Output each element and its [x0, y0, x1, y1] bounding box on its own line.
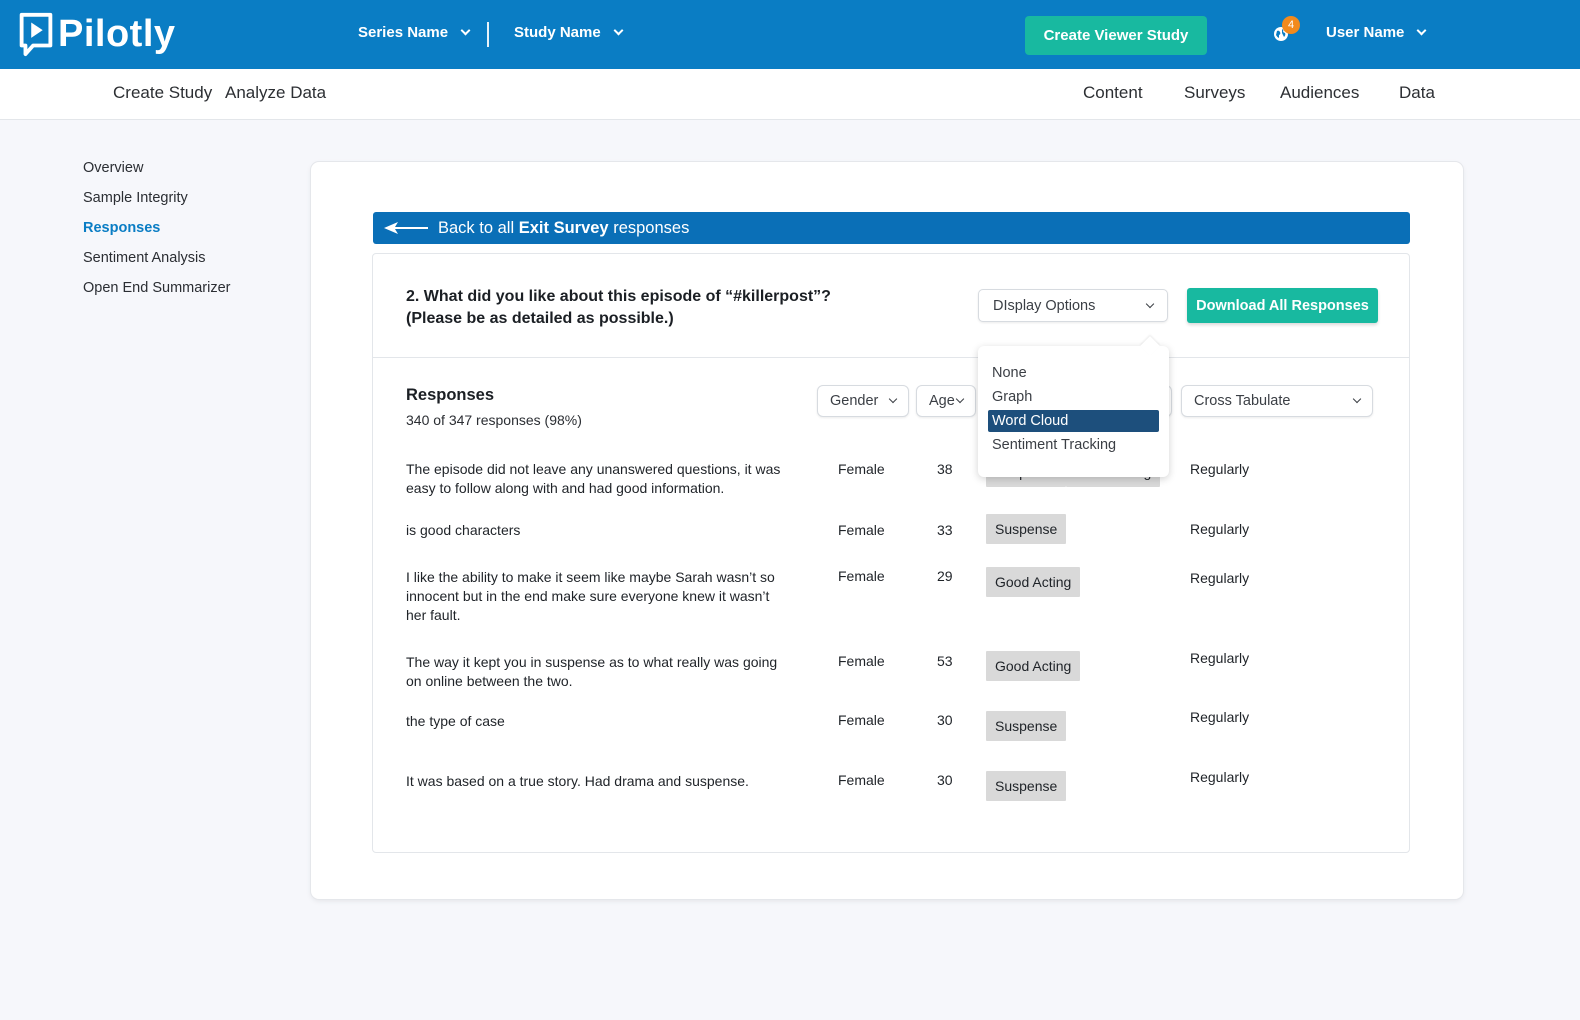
- back-survey-name: Exit Survey: [518, 218, 609, 237]
- create-viewer-study-button[interactable]: Create Viewer Study: [1025, 16, 1207, 55]
- chevron-down-icon: [613, 25, 624, 36]
- response-frequency: Regularly: [1190, 521, 1250, 537]
- sidenav-item-sentiment-analysis[interactable]: Sentiment Analysis: [83, 250, 206, 266]
- response-text: The episode did not leave any unanswered…: [406, 461, 781, 496]
- download-all-responses-button[interactable]: Download All Responses: [1187, 288, 1378, 323]
- nav-data[interactable]: Data: [1399, 83, 1435, 102]
- response-gender: Female: [838, 461, 885, 477]
- cross-tabulate-select[interactable]: Cross Tabulate: [1181, 385, 1373, 417]
- response-age: 53: [937, 653, 953, 669]
- arrow-left-icon: [384, 222, 428, 234]
- response-age: 33: [937, 522, 953, 538]
- option-sentiment-tracking[interactable]: Sentiment Tracking: [992, 437, 1117, 453]
- back-suffix: responses: [613, 218, 690, 237]
- question-line-2: (Please be as detailed as possible.): [406, 310, 674, 327]
- chevron-down-icon: [1416, 25, 1427, 36]
- question-line-1: 2. What did you like about this episode …: [406, 288, 831, 305]
- back-to-responses-bar[interactable]: Back to all Exit Survey responses: [373, 212, 1410, 244]
- chevron-down-icon: [460, 25, 471, 36]
- chevron-down-icon: [1352, 394, 1362, 404]
- response-gender: Female: [838, 772, 885, 788]
- nav-analyze-data[interactable]: Analyze Data: [225, 83, 327, 102]
- nav-surveys[interactable]: Surveys: [1184, 83, 1246, 102]
- response-age: 30: [937, 772, 953, 788]
- notification-badge: 4: [1282, 16, 1300, 34]
- sidenav-item-sample-integrity[interactable]: Sample Integrity: [83, 190, 188, 206]
- age-filter-label: Age: [929, 393, 955, 409]
- response-gender: Female: [838, 568, 885, 584]
- divider: [373, 357, 1409, 358]
- response-frequency: Regularly: [1190, 461, 1250, 477]
- display-options-dropdown: None Graph Word Cloud Sentiment Tracking: [978, 336, 1169, 477]
- response-gender: Female: [838, 522, 885, 538]
- response-gender: Female: [838, 653, 885, 669]
- response-age: 38: [937, 461, 953, 477]
- display-options-select[interactable]: DIsplay Options: [978, 289, 1168, 322]
- sub-navigation: Create Study Analyze Data Content Survey…: [0, 69, 1580, 120]
- question-panel: [372, 253, 1410, 853]
- pilotly-logo[interactable]: Pilotly: [17, 11, 176, 57]
- header-divider: [487, 22, 489, 47]
- chevron-down-icon: [888, 394, 898, 404]
- age-filter[interactable]: Age: [916, 385, 976, 417]
- series-selector[interactable]: Series Name: [358, 24, 471, 41]
- study-selector[interactable]: Study Name: [514, 24, 624, 41]
- side-navigation: Overview Sample Integrity Responses Sent…: [83, 158, 230, 308]
- response-age: 29: [937, 568, 953, 584]
- responses-count: 340 of 347 responses (98%): [406, 412, 582, 428]
- sidenav-item-overview[interactable]: Overview: [83, 160, 144, 176]
- series-label: Series Name: [358, 24, 449, 41]
- logo-text: Pilotly: [58, 13, 176, 55]
- user-menu[interactable]: User Name: [1326, 24, 1427, 41]
- response-text: The way it kept you in suspense as to wh…: [406, 654, 778, 689]
- option-graph[interactable]: Graph: [992, 389, 1033, 405]
- nav-content[interactable]: Content: [1083, 83, 1143, 102]
- user-name: User Name: [1326, 24, 1405, 41]
- gender-filter-label: Gender: [830, 393, 879, 409]
- sentiment-tag: Suspense: [986, 771, 1067, 801]
- option-none[interactable]: None: [992, 365, 1027, 381]
- cross-tabulate-label: Cross Tabulate: [1194, 393, 1291, 409]
- sentiment-tag: Good Acting: [986, 567, 1081, 597]
- response-text: I like the ability to make it seem like …: [406, 569, 775, 623]
- top-header: Pilotly Series Name Study Name Create Vi…: [0, 0, 1580, 69]
- gender-filter[interactable]: Gender: [817, 385, 909, 417]
- option-word-cloud[interactable]: Word Cloud: [988, 410, 1159, 432]
- chevron-down-icon: [1145, 299, 1155, 308]
- response-age: 30: [937, 712, 953, 728]
- responses-title: Responses: [406, 386, 495, 404]
- display-options-label: DIsplay Options: [993, 297, 1096, 314]
- response-frequency: Regularly: [1190, 769, 1250, 785]
- sentiment-tag: Suspense: [986, 711, 1067, 741]
- response-text: It was based on a true story. Had drama …: [406, 773, 749, 789]
- play-bubble-icon: [19, 12, 53, 57]
- sentiment-tag: Suspense: [986, 514, 1067, 544]
- study-label: Study Name: [514, 24, 601, 41]
- response-text: is good characters: [406, 522, 521, 538]
- sentiment-tag: Good Acting: [986, 651, 1081, 681]
- chevron-down-icon: [955, 394, 965, 404]
- question-title: 2. What did you like about this episode …: [406, 286, 831, 330]
- sidenav-item-responses[interactable]: Responses: [83, 220, 161, 236]
- response-frequency: Regularly: [1190, 570, 1250, 586]
- sidenav-item-open-end-summarizer[interactable]: Open End Summarizer: [83, 280, 231, 296]
- response-frequency: Regularly: [1190, 709, 1250, 725]
- nav-audiences[interactable]: Audiences: [1280, 83, 1360, 102]
- back-prefix: Back to all: [438, 218, 515, 237]
- response-text: the type of case: [406, 713, 505, 729]
- response-frequency: Regularly: [1190, 650, 1250, 666]
- nav-create-study[interactable]: Create Study: [113, 83, 213, 102]
- response-gender: Female: [838, 712, 885, 728]
